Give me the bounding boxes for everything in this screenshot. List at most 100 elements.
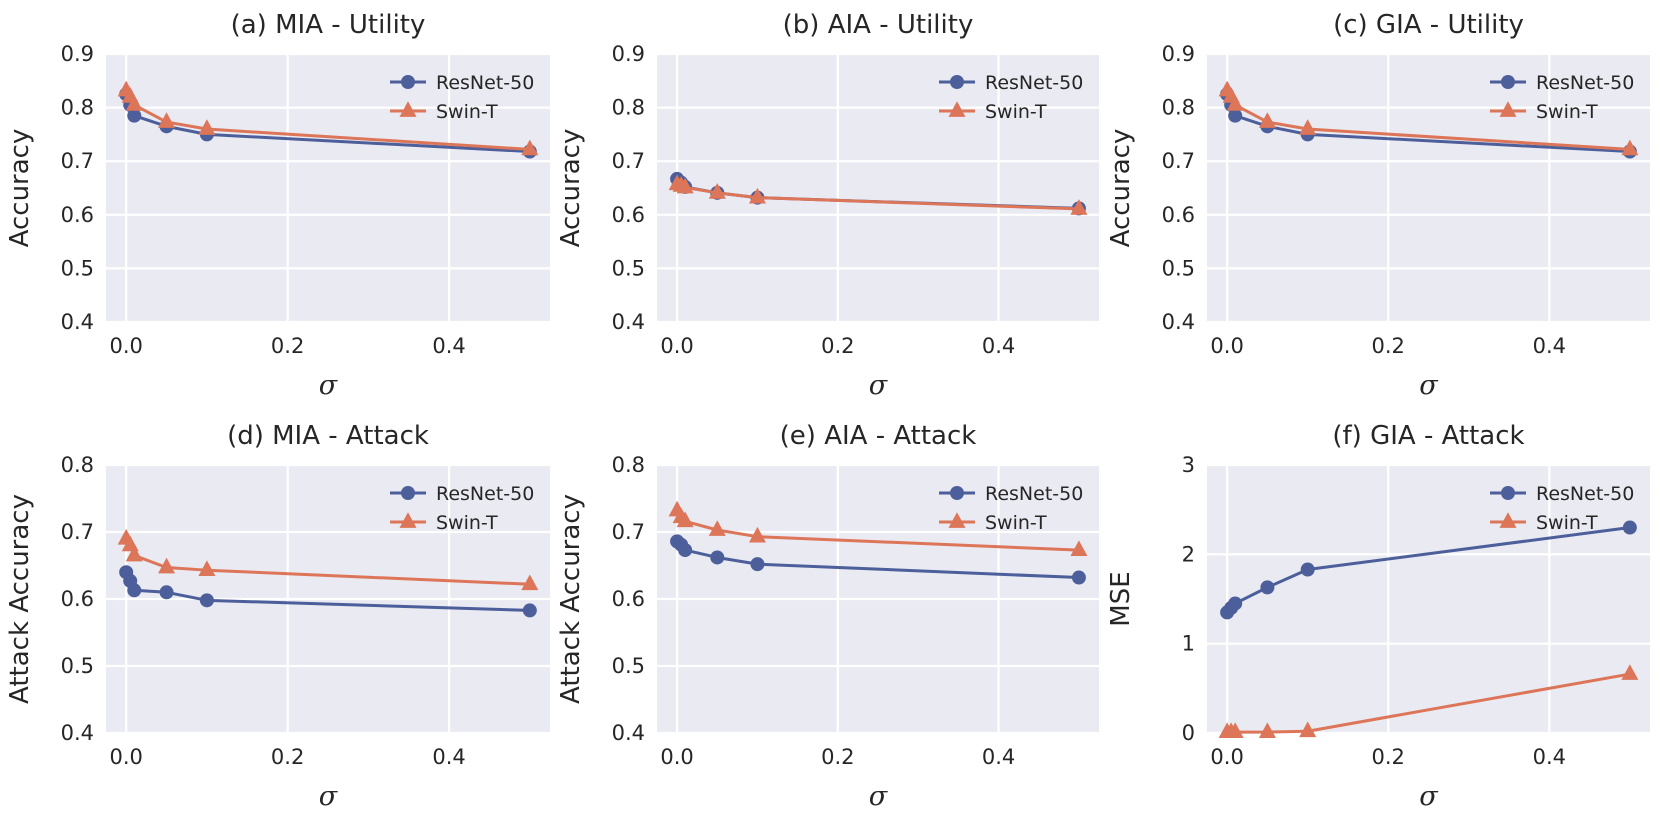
data-point [1260, 580, 1275, 595]
y-tick-label: 0.5 [61, 654, 94, 678]
data-point [158, 557, 176, 574]
y-tick-label: 0.6 [1162, 203, 1195, 227]
y-tick-label: 1 [1182, 632, 1195, 656]
data-point [708, 520, 726, 536]
y-tick-label: 0.8 [61, 453, 94, 477]
data-point [522, 603, 537, 618]
y-tick-label: 0.9 [612, 42, 645, 66]
y-tick-label: 0.9 [1162, 42, 1195, 66]
panel-title: (b) AIA - Utility [783, 10, 974, 40]
data-point [199, 593, 214, 608]
panel-6: 0 1 2 3 0.0 0.2 0.4 (f) GIA - Attack σ MSE ResNet-… [1106, 421, 1650, 812]
y-tick-label: 0.4 [612, 310, 645, 334]
data-point [127, 108, 142, 123]
y-tick-label: 0.7 [61, 149, 94, 173]
x-tick-label: 0.4 [432, 745, 465, 769]
y-tick-label: 2 [1182, 542, 1195, 566]
data-point [710, 550, 725, 565]
data-point [1621, 664, 1639, 680]
legend-marker [1501, 486, 1515, 500]
x-tick-label: 0.0 [1210, 745, 1243, 769]
y-axis-label: Accuracy [556, 129, 586, 248]
x-axis-label: σ [1419, 370, 1439, 401]
series-swin-t [117, 80, 539, 156]
legend-label: ResNet-50 [436, 483, 534, 505]
series-swin-t [1218, 664, 1639, 738]
y-tick-label: 0 [1182, 721, 1195, 745]
x-tick-label: 0.2 [821, 334, 854, 358]
legend-marker [399, 512, 417, 528]
x-axis-label: σ [869, 781, 889, 812]
data-point [1622, 520, 1637, 535]
y-axis-label: Attack Accuracy [556, 494, 586, 704]
data-point [1228, 108, 1243, 123]
legend: ResNet-50 Swin-T [390, 483, 534, 534]
legend-marker [401, 486, 415, 500]
x-tick-label: 0.0 [660, 745, 693, 769]
legend: ResNet-50 Swin-T [939, 483, 1083, 534]
data-point [125, 95, 143, 111]
x-tick-label: 0.0 [1210, 334, 1243, 358]
y-tick-label: 0.7 [61, 520, 94, 544]
y-tick-label: 0.4 [61, 310, 94, 334]
y-tick-label: 0.8 [61, 96, 94, 120]
x-axis-label: σ [1419, 781, 1439, 812]
data-point [748, 526, 766, 543]
panel-3: 0.4 0.5 0.6 0.7 0.8 0.9 0.0 0.2 0.4 (c) GIA - Uti… [1106, 10, 1650, 401]
y-tick-label: 0.8 [612, 453, 645, 477]
data-point [1300, 562, 1315, 577]
data-point [521, 574, 539, 591]
y-tick-label: 0.5 [612, 256, 645, 280]
panel-title: (d) MIA - Attack [227, 421, 429, 451]
data-point [521, 139, 539, 156]
data-point [1258, 722, 1276, 738]
x-tick-label: 0.4 [1533, 334, 1566, 358]
y-tick-label: 0.6 [61, 587, 94, 611]
x-axis-label: σ [869, 370, 889, 401]
x-tick-label: 0.2 [1372, 745, 1405, 769]
series-swin-t [117, 528, 539, 591]
series-resnet-50 [670, 534, 1086, 585]
y-axis-label: Accuracy [5, 129, 35, 248]
legend-label: Swin-T [985, 101, 1047, 123]
plot-area [657, 54, 1099, 322]
legend-label: ResNet-50 [1536, 483, 1634, 505]
y-tick-label: 0.8 [1162, 96, 1195, 120]
y-tick-label: 0.5 [1162, 256, 1195, 280]
plot-area [1207, 54, 1650, 322]
legend-marker [1501, 75, 1515, 89]
data-point [750, 557, 765, 572]
legend-label: ResNet-50 [1536, 72, 1634, 94]
data-point [1299, 721, 1317, 738]
legend-marker [399, 101, 417, 117]
x-axis-label: σ [319, 370, 339, 401]
y-tick-label: 0.7 [612, 520, 645, 544]
y-tick-label: 0.6 [612, 587, 645, 611]
legend: ResNet-50 Swin-T [1490, 483, 1634, 534]
data-point [1621, 139, 1639, 156]
x-tick-label: 0.2 [1372, 334, 1405, 358]
legend: ResNet-50 Swin-T [1490, 72, 1634, 123]
panel-title: (c) GIA - Utility [1333, 10, 1524, 40]
series-swin-t [668, 174, 1088, 215]
x-axis-label: σ [319, 781, 339, 812]
x-tick-label: 0.2 [271, 334, 304, 358]
panel-1: 0.4 0.5 0.6 0.7 0.8 0.9 0.0 0.2 0.4 (a) MIA - Uti… [5, 10, 550, 401]
legend-label: Swin-T [985, 512, 1047, 534]
y-axis-label: MSE [1106, 571, 1136, 626]
x-tick-label: 0.2 [271, 745, 304, 769]
y-tick-label: 0.5 [61, 256, 94, 280]
panel-2: 0.4 0.5 0.6 0.7 0.8 0.9 0.0 0.2 0.4 (b) AIA - Uti… [556, 10, 1099, 401]
panel-5: 0.4 0.5 0.6 0.7 0.8 0.0 0.2 0.4 (e) AIA - Attack… [556, 421, 1099, 812]
legend-marker [948, 101, 966, 117]
y-tick-label: 3 [1182, 453, 1195, 477]
legend-label: Swin-T [1536, 101, 1598, 123]
legend: ResNet-50 Swin-T [939, 72, 1083, 123]
data-point [1226, 722, 1244, 738]
data-point [158, 112, 176, 128]
data-point [1258, 112, 1276, 128]
x-tick-label: 0.0 [660, 334, 693, 358]
y-tick-label: 0.9 [61, 42, 94, 66]
legend-marker [1499, 512, 1517, 528]
y-tick-label: 0.4 [61, 721, 94, 745]
